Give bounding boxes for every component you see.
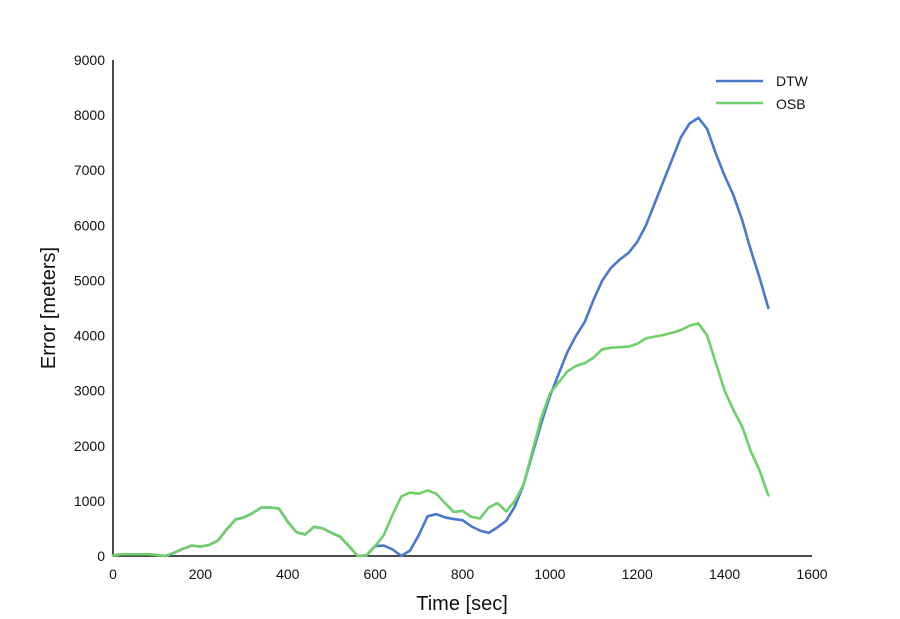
x-tick-label: 200 [189,566,213,582]
y-tick-label: 3000 [74,383,105,399]
x-tick-label: 400 [276,566,300,582]
legend-label-osb: OSB [776,96,806,112]
y-tick-label: 1000 [74,493,105,509]
series-line-osb [111,322,770,558]
x-tick-label: 800 [451,566,475,582]
y-tick-label: 5000 [74,272,105,288]
y-tick-label: 0 [97,548,105,564]
legend: DTW OSB [716,73,809,112]
x-tick-label: 1400 [709,566,740,582]
x-axis: 0 200 400 600 800 1000 1200 1400 1600 [109,555,828,582]
y-tick-label: 7000 [74,162,105,178]
legend-label-dtw: DTW [776,73,809,89]
y-axis: 0 1000 2000 3000 4000 5000 6000 7000 8000 9000 [74,52,114,564]
plot-series [111,116,770,558]
y-tick-label: 6000 [74,217,105,233]
y-tick-label: 9000 [74,52,105,68]
x-tick-label: 1200 [622,566,653,582]
x-tick-label: 1000 [534,566,565,582]
series-line-dtw [111,116,770,558]
x-tick-label: 1600 [796,566,827,582]
y-axis-title: Error [meters] [38,247,60,369]
y-tick-label: 2000 [74,438,105,454]
y-tick-label: 4000 [74,328,105,344]
x-axis-title: Time [sec] [416,593,508,615]
y-tick-labels: 0 1000 2000 3000 4000 5000 6000 7000 8000 9000 [74,52,105,564]
x-tick-labels: 0 200 400 600 800 1000 1200 1400 1600 [109,566,828,582]
y-tick-label: 8000 [74,107,105,123]
x-tick-label: 600 [363,566,387,582]
x-tick-label: 0 [109,566,117,582]
